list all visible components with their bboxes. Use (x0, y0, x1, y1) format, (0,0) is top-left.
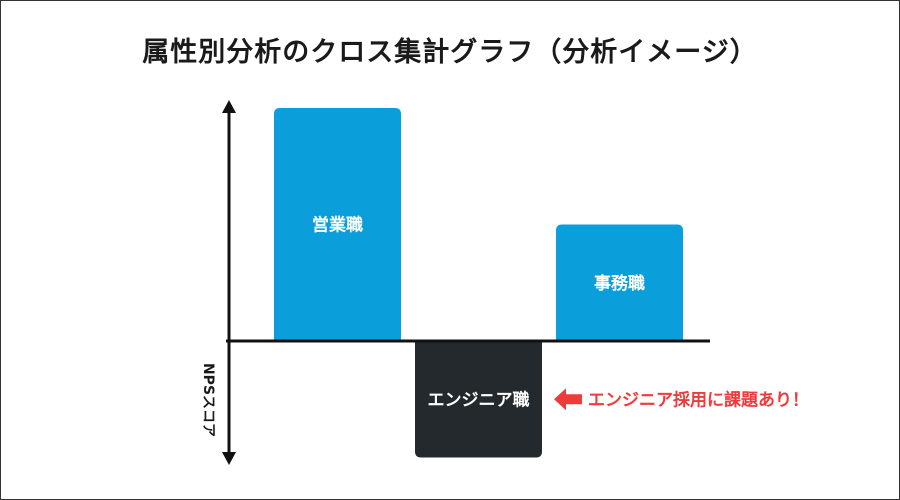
bar-1 (274, 108, 401, 341)
bar-label-3: 事務職 (594, 273, 645, 294)
bar-2 (415, 341, 542, 458)
annotation-text: エンジニア採用に課題あり！ (588, 389, 809, 410)
chart-title: 属性別分析のクロス集計グラフ（分析イメージ） (142, 37, 758, 68)
bar-label-2: エンジニア職 (428, 389, 530, 410)
bar-label-1: 営業職 (312, 215, 363, 236)
y-axis-label: NPSスコア (200, 362, 216, 438)
annotation-arrow-icon (554, 388, 582, 411)
y-axis-arrow-down (222, 452, 236, 465)
bar-3 (556, 224, 683, 341)
y-axis-arrow-up (222, 100, 236, 113)
